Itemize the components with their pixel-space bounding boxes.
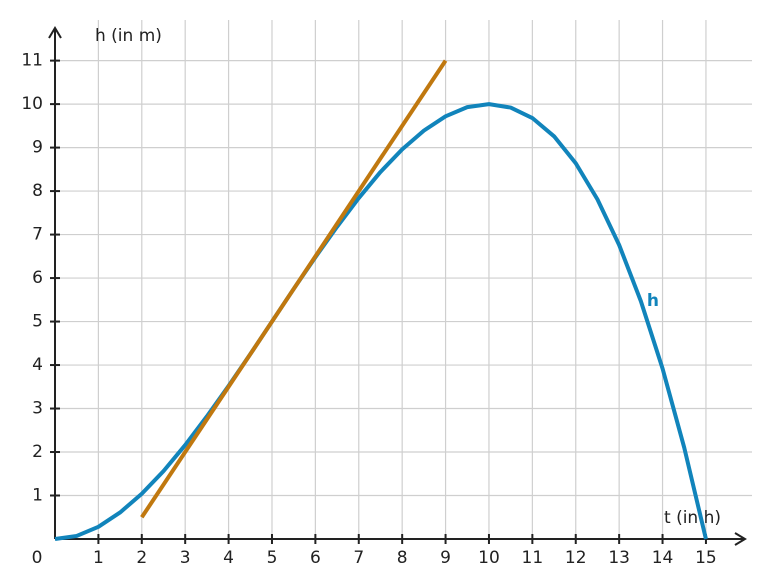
x-tick-label: 4: [223, 548, 234, 568]
x-tick-label: 7: [353, 548, 364, 568]
x-tick-label: 6: [310, 548, 321, 568]
y-tick-label: 6: [32, 268, 43, 288]
y-tick-label: 4: [32, 355, 43, 375]
series-line: [140, 59, 448, 519]
y-tick-label: 10: [21, 94, 43, 114]
y-tick-label: 8: [32, 181, 43, 201]
x-tick-label: 2: [136, 548, 147, 568]
y-tick-label: 3: [32, 399, 43, 419]
y-tick-label: 9: [32, 138, 43, 158]
x-tick-label: 1: [93, 548, 104, 568]
x-tick-label: 10: [478, 548, 500, 568]
x-tick-label: 9: [440, 548, 451, 568]
x-tick-label: 11: [522, 548, 544, 568]
x-tick-label: 12: [565, 548, 587, 568]
x-tick-label: 5: [267, 548, 278, 568]
y-tick-label: 5: [32, 312, 43, 332]
y-axis-label: h (in m): [95, 26, 162, 46]
y-axis-arrow: [48, 26, 62, 39]
x-tick-label: 3: [180, 548, 191, 568]
x-tick-label: 14: [652, 548, 674, 568]
y-tick-label: 11: [21, 51, 43, 71]
series-line: [54, 102, 708, 541]
x-tick-label: 13: [608, 548, 630, 568]
x-tick-label: 0: [32, 548, 43, 568]
x-tick-label: 15: [695, 548, 717, 568]
series-label: h: [647, 291, 659, 311]
y-tick-label: 1: [32, 486, 43, 506]
y-tick-label: 2: [32, 442, 43, 462]
x-axis-arrow: [734, 532, 747, 546]
x-axis-label: t (in h): [664, 508, 721, 528]
y-tick-label: 7: [32, 225, 43, 245]
x-tick-label: 8: [397, 548, 408, 568]
